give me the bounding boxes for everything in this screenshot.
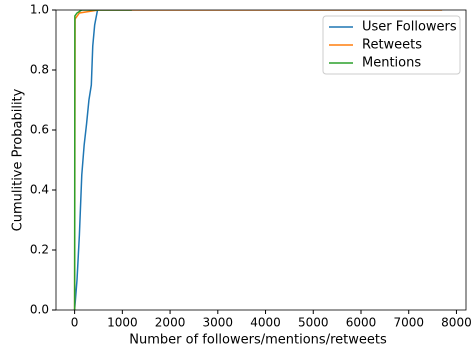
legend-label: Retweets: [362, 38, 422, 53]
plot-frame: [55, 9, 467, 311]
x-tick-label: 1000: [107, 316, 138, 330]
x-tick-label: 7000: [393, 316, 424, 330]
x-tick-label: 8000: [441, 316, 472, 330]
x-tick-label: 3000: [203, 316, 234, 330]
x-axis-label: Number of followers/mentions/retweets: [129, 333, 387, 348]
x-tick-label: 4000: [250, 316, 281, 330]
y-tick-label: 0.2: [30, 243, 49, 257]
line: [73, 10, 132, 310]
x-tick-label: 6000: [346, 316, 377, 330]
x-tick-label: 0: [71, 316, 79, 330]
y-tick-label: 0.0: [30, 303, 49, 317]
x-tick-label: 5000: [298, 316, 329, 330]
y-tick-label: 0.4: [30, 183, 49, 197]
y-tick-label: 0.6: [30, 123, 49, 137]
y-tick-label: 0.8: [30, 63, 49, 77]
y-tick-label: 1.0: [30, 3, 49, 17]
line: [73, 10, 99, 310]
legend-label: User Followers: [362, 20, 457, 35]
legend-label: Mentions: [362, 56, 421, 71]
legend-box: [322, 15, 461, 75]
y-axis-label: Cumulitive Probability: [11, 88, 26, 231]
x-tick-label: 2000: [155, 316, 186, 330]
